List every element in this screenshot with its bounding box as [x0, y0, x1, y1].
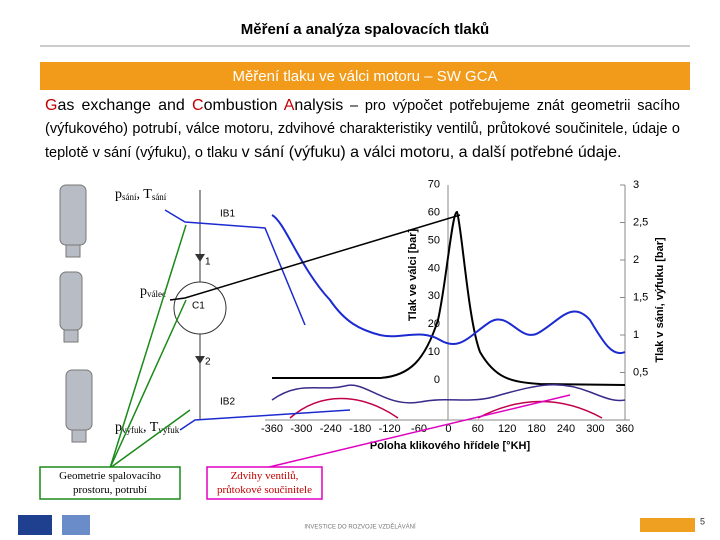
valve-lift: [289, 397, 603, 419]
seg: C: [192, 97, 204, 114]
footer: INVESTICE DO ROZVOJE VZDĚLÁVÁNÍ: [304, 523, 416, 531]
geometry-box: [39, 466, 181, 500]
intake-label: psání, Tsání: [115, 187, 167, 202]
x-tick-label: 240: [557, 423, 575, 435]
y-tick-label: 70: [428, 179, 440, 191]
y2-tick-label: 3: [633, 179, 639, 191]
y-tick-label: 0: [434, 374, 440, 386]
x-tick-label: 120: [498, 423, 516, 435]
logo: [640, 518, 695, 532]
exhaust-pressure: [271, 383, 626, 404]
arrows: [109, 209, 571, 469]
sub: výfuk: [158, 425, 179, 435]
y2-tick-label: 2,5: [633, 216, 648, 228]
x-tick-label: -300: [290, 423, 312, 435]
valves-box: [206, 466, 323, 500]
t: , T: [137, 187, 153, 202]
p: p: [115, 187, 122, 202]
y-tick-label: 10: [428, 346, 440, 358]
y-tick-label: 50: [428, 234, 440, 246]
cylinder: [173, 281, 227, 335]
seg: ombustion: [203, 97, 284, 114]
valves-text: Zdvihy ventilů, průtokové součinitele: [216, 470, 312, 496]
y-tick-label: 40: [428, 262, 440, 274]
y2-tick-label: 0,5: [633, 366, 648, 378]
seg: as exchange and: [57, 97, 192, 114]
valve-1: [195, 254, 205, 262]
y2-label: Tlak v sání, výfuku [bar]: [654, 237, 666, 363]
x-tick-label: -240: [320, 423, 342, 435]
sub: sání: [152, 192, 167, 202]
x-tick-label: 180: [527, 423, 545, 435]
p: p: [115, 420, 122, 435]
logo: [18, 515, 52, 535]
node-1: 1: [205, 257, 211, 268]
x-tick-label: -360: [261, 423, 283, 435]
sensors: [59, 184, 93, 443]
x-tick-label: 0: [445, 423, 451, 435]
banner-text: Měření tlaku ve válci motoru – SW GCA: [232, 68, 497, 85]
y-tick-label: 60: [428, 207, 440, 219]
seg: G: [45, 97, 58, 114]
seg: nalysis: [294, 97, 344, 114]
y2-tick-label: 1: [633, 329, 639, 341]
ib1: IB1: [220, 209, 235, 220]
y2-tick-label: 2: [633, 254, 639, 266]
c1: C1: [192, 301, 205, 312]
x-tick-label: -120: [379, 423, 401, 435]
geometry-fo: Geometrie spalovacího prostoru, potrubí: [59, 470, 161, 496]
intake-pressure: [271, 214, 626, 355]
x-label: Poloha klikového hřídele [°KH]: [370, 440, 531, 452]
x-tick-label: 300: [586, 423, 604, 435]
t: , T: [143, 420, 159, 435]
paragraph: Gas exchange and Combustion Analysis – p…: [45, 94, 680, 165]
cylinder-pressure: [272, 210, 626, 386]
seg: v sání (výfuku) a válci motoru, a další …: [241, 144, 622, 161]
y-label: Tlak ve válci [bar]: [407, 229, 419, 322]
p: p: [140, 284, 147, 299]
exhaust-label: pvýfuk, Tvýfuk: [115, 420, 180, 435]
seg: A: [283, 97, 295, 114]
x-tick-label: 360: [616, 423, 634, 435]
x-tick-label: -180: [349, 423, 371, 435]
banner: [40, 62, 690, 90]
geometry-text: Geometrie spalovacího prostoru, potrubí: [59, 470, 161, 496]
seg: – pro výpočet potřebujeme znát geometrii…: [45, 98, 680, 161]
sub: výfuk: [122, 425, 143, 435]
logo: [62, 515, 90, 535]
valve-2: [195, 356, 205, 364]
sub: válec: [147, 289, 166, 299]
sub: sání: [122, 192, 137, 202]
axes: [265, 185, 630, 421]
x-tick-label: 60: [472, 423, 484, 435]
ib2: IB2: [220, 397, 235, 408]
valves-fo: Zdvihy ventilů, průtokové součinitele: [216, 470, 312, 496]
cylinder-label: pválec: [140, 284, 166, 299]
node-2: 2: [205, 357, 211, 368]
title: Měření a analýza spalovacích tlaků: [241, 21, 489, 38]
y-tick-label: 30: [428, 290, 440, 302]
page-number: 5: [700, 516, 705, 526]
y2-tick-label: 1,5: [633, 291, 648, 303]
